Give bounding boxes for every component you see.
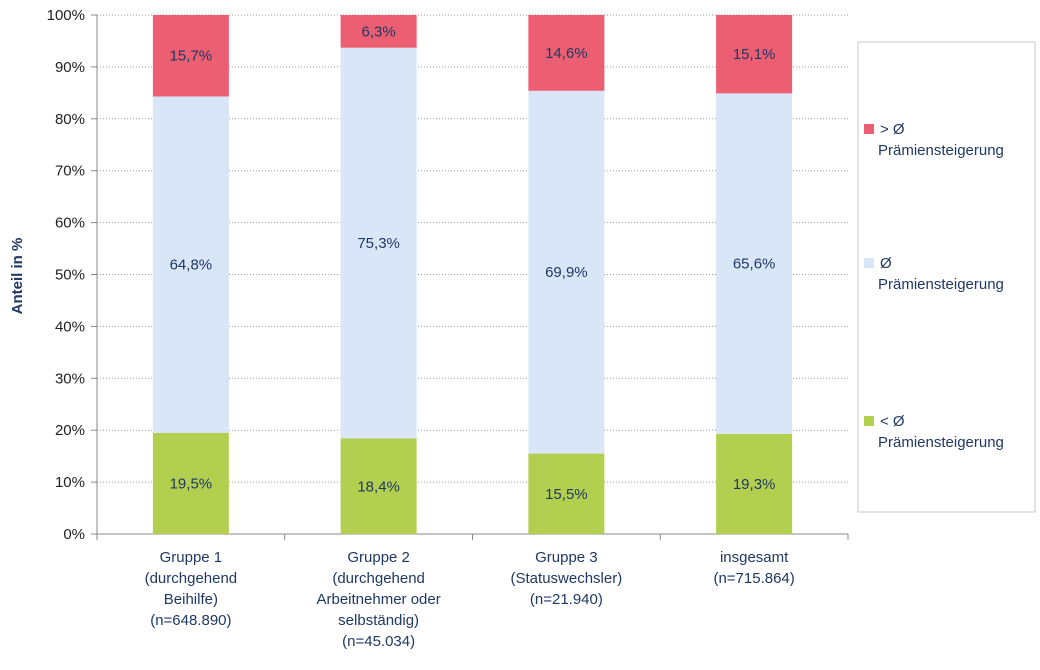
y-tick-labels: 0% 10% 20% 30% 40% 50% 60% 70% 80% 90% 100% [47,7,85,543]
bar-segment [716,15,793,94]
bar-segment [528,15,605,91]
x-tick-label: (n=715.864) [713,570,794,587]
y-axis-label: Anteil in % [9,238,26,315]
data-labels: 19,5% 64,8% 15,7% 18,4% 75,3% 6,3% 15,5% 69,9% 1… [170,23,776,502]
y-tick-label: 20% [55,422,85,439]
data-label: 15,1% [733,46,776,63]
legend-box [857,41,1036,513]
data-label: 65,6% [733,256,776,273]
data-label: 64,8% [170,257,213,274]
y-tick-label: 0% [63,526,85,543]
x-tick-label: Gruppe 3 [535,549,598,566]
data-label: 19,5% [170,475,213,492]
data-label: 75,3% [357,235,400,252]
bar-segment [152,96,229,433]
bar-segment [528,453,605,534]
y-tick-label: 30% [55,370,85,387]
y-tick-label: 50% [55,267,85,284]
bar-segment [716,93,793,434]
data-label: 19,3% [733,476,776,493]
legend-swatch [864,416,874,426]
x-tick-label: insgesamt [720,549,789,566]
legend-label: Prämiensteigerung [878,276,1004,293]
x-tick-label: (n=21.940) [530,591,603,608]
y-tick-label: 100% [47,7,85,24]
y-tick-label: 60% [55,215,85,232]
legend-swatch [864,124,874,134]
bar-segment [340,15,417,48]
data-label: 6,3% [362,23,396,40]
legend-swatch [864,258,874,268]
x-tick-label: (Statuswechsler) [511,570,623,587]
data-label: 18,4% [357,478,400,495]
x-tick-labels: Gruppe 1 (durchgehend Beihilfe) (n=648.890)… [145,549,795,650]
bar-segment [152,432,229,534]
legend-label: Prämiensteigerung [878,434,1004,451]
legend-label: Prämiensteigerung [878,142,1004,159]
bar-segment [716,433,793,534]
x-tick-label: (durchgehend [145,570,238,587]
y-tick-label: 40% [55,318,85,335]
x-tick-label: (n=45.034) [342,633,415,650]
bar-segment [340,47,417,439]
legend-label: Ø [880,255,892,272]
bars [152,15,793,534]
x-tick-label: Gruppe 1 [160,549,223,566]
bar-segment [528,90,605,454]
x-tick-label: selbständig) [338,612,419,629]
y-tick-label: 90% [55,59,85,76]
data-label: 15,5% [545,486,588,503]
x-tick-label: Beihilfe) [164,591,218,608]
x-tick-label: (n=648.890) [150,612,231,629]
legend-label: > Ø [880,121,905,138]
data-label: 15,7% [170,48,213,65]
y-tick-label: 10% [55,474,85,491]
x-tick-label: Arbeitnehmer oder [317,591,441,608]
x-tick-label: (durchgehend [332,570,425,587]
bar-segment [152,15,229,97]
y-tick-label: 70% [55,163,85,180]
gridlines [97,14,848,483]
x-tick-label: Gruppe 2 [347,549,410,566]
data-label: 14,6% [545,45,588,62]
data-label: 69,9% [545,264,588,281]
legend: > Ø Prämiensteigerung Ø Prämiensteigerung < … [857,41,1036,513]
y-tick-label: 80% [55,111,85,128]
bar-segment [340,438,417,534]
legend-label: < Ø [880,413,905,430]
